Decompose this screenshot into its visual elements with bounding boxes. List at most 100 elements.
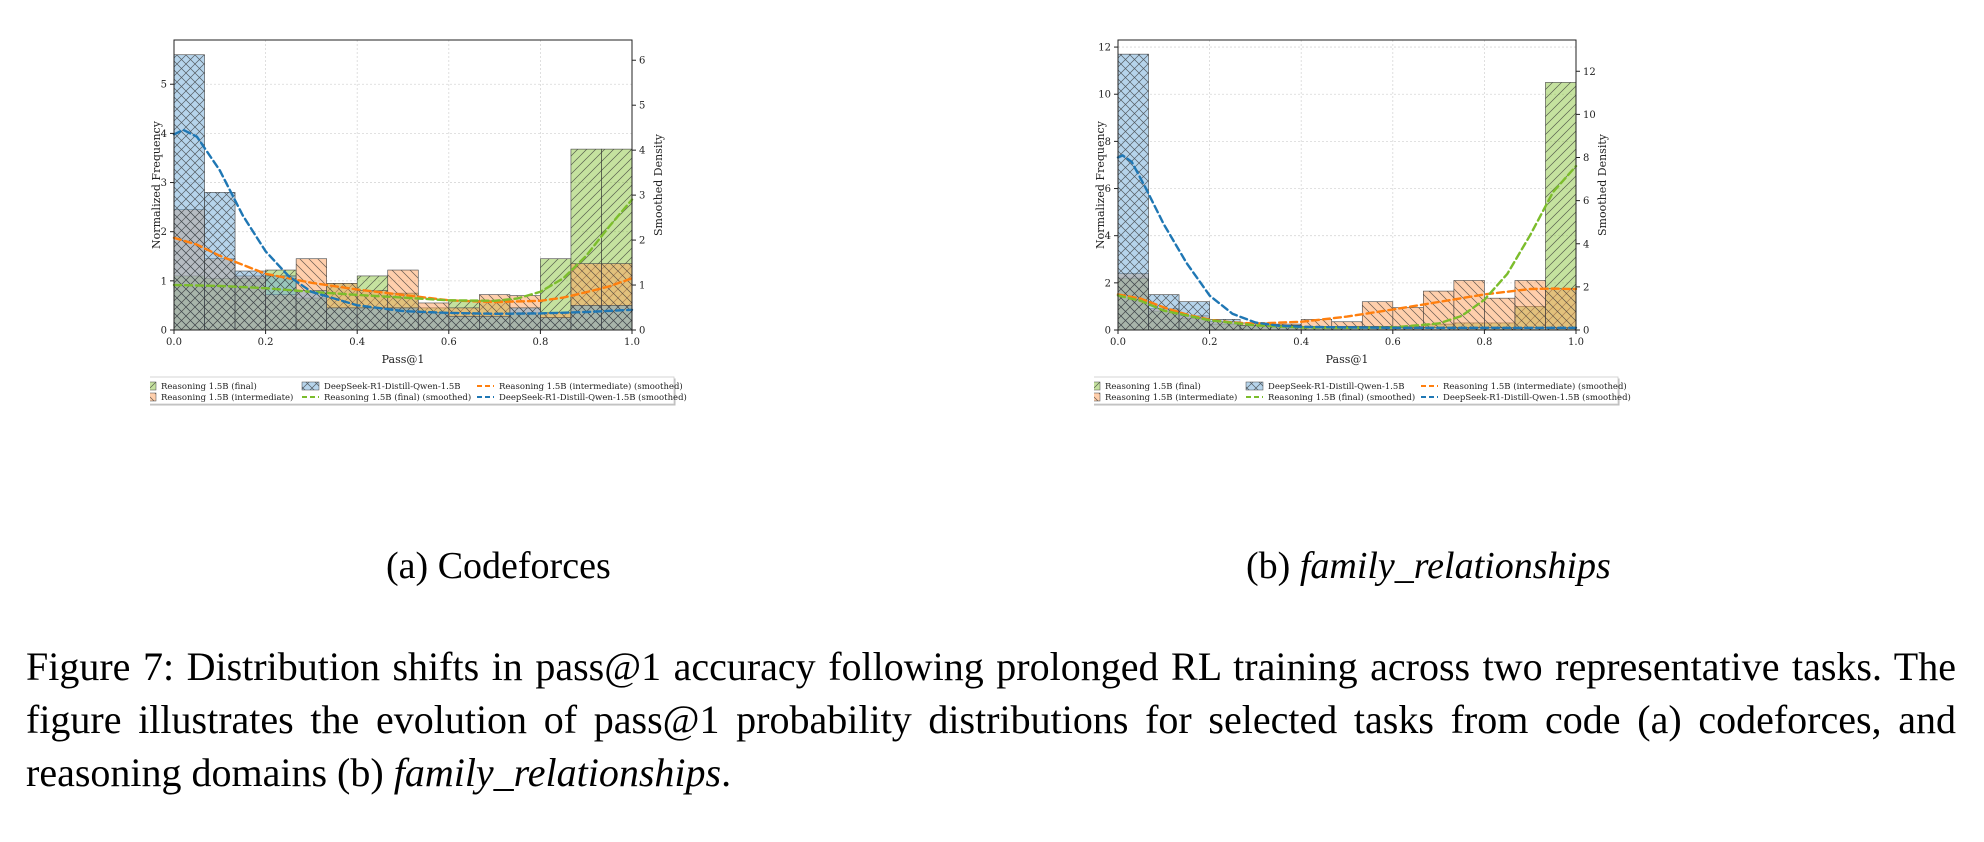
- hist-bar-hatch: [1453, 280, 1485, 330]
- hist-bar-hatch: [296, 290, 327, 330]
- x-tick-label: 1.0: [1568, 337, 1584, 348]
- histogram-cross: [1117, 53, 1577, 331]
- hist-bar-hatch: [570, 305, 602, 330]
- x-tick-label: 0.4: [1293, 337, 1309, 348]
- y2-tick-label: 0: [639, 326, 645, 337]
- subcaption-b: (b) family_relationships: [1246, 544, 1611, 588]
- histogram-cross: [173, 54, 633, 331]
- x-axis-label: Pass@1: [1326, 353, 1369, 366]
- smoothed-density-line: [1116, 154, 1578, 329]
- figure-caption-text: Figure 7: Distribution shifts in pass@1 …: [26, 644, 1956, 795]
- x-tick-label: 0.4: [349, 337, 365, 348]
- y-tick-label: 1: [161, 276, 167, 287]
- hist-bar-hatch: [479, 316, 510, 330]
- x-tick-label: 0.6: [441, 337, 457, 348]
- subcaption-a-name: Codeforces: [437, 545, 611, 587]
- hist-bar-hatch: [1453, 327, 1485, 330]
- chart-family-relationships: 0.0 0.2 0.4 0.6 0.8 1.0024681012024681012Pass…: [1094, 39, 1631, 406]
- y-tick-label: 6: [1105, 184, 1111, 195]
- y2-tick-label: 6: [1583, 196, 1589, 207]
- x-tick-label: 0.8: [532, 337, 548, 348]
- legend-label: Reasoning 1.5B (intermediate) (smoothed): [1443, 381, 1627, 392]
- hist-bar-hatch: [174, 54, 205, 331]
- hist-bar-hatch: [357, 307, 388, 330]
- y-tick-label: 5: [161, 80, 167, 91]
- y2-tick-label: 3: [639, 191, 645, 202]
- hist-bar-hatch: [418, 312, 449, 330]
- y2-tick-label: 12: [1583, 67, 1596, 78]
- legend-label: Reasoning 1.5B (intermediate) (smoothed): [499, 381, 683, 392]
- y2-tick-label: 2: [639, 236, 645, 247]
- legend-label: Reasoning 1.5B (final): [161, 381, 257, 392]
- y2-tick-label: 1: [639, 281, 645, 292]
- y2-tick-label: 4: [1583, 239, 1589, 250]
- y2-tick-label: 10: [1583, 110, 1596, 121]
- hist-bar-hatch: [1301, 319, 1332, 330]
- legend-swatch-hatch: [150, 393, 156, 401]
- legend: Reasoning 1.5B (final) Reasoning 1.5B (in…: [150, 376, 687, 405]
- legend-box: [1094, 376, 1619, 405]
- y-tick-label: 0: [161, 326, 167, 337]
- smoothed-density-line: [172, 236, 634, 304]
- smoothed-density-line: [172, 198, 634, 303]
- y2-tick-label: 0: [1583, 326, 1589, 337]
- legend-swatch-hatch: [1094, 393, 1100, 401]
- y2-tick-label: 5: [639, 101, 645, 112]
- y-axis-label: Normalized Frequency: [150, 120, 163, 249]
- legend-label: DeepSeek-R1-Distill-Qwen-1.5B: [324, 382, 460, 392]
- hist-bar-hatch: [448, 316, 480, 330]
- plot-frame: [173, 39, 633, 331]
- hist-bar-hatch: [235, 271, 266, 330]
- legend-label: Reasoning 1.5B (final): [1105, 381, 1201, 392]
- plot-frame: [1117, 39, 1577, 331]
- hist-bar-hatch: [1240, 325, 1271, 330]
- legend-label: DeepSeek-R1-Distill-Qwen-1.5B (smoothed): [1443, 392, 1631, 403]
- y-tick-label: 12: [1098, 43, 1111, 54]
- y-tick-label: 2: [161, 227, 167, 238]
- hist-bar-hatch: [326, 307, 358, 330]
- y-tick-label: 0: [1105, 326, 1111, 337]
- hist-bar-hatch: [387, 307, 419, 330]
- y-axis-label: Normalized Frequency: [1094, 120, 1107, 249]
- legend: Reasoning 1.5B (final)Reasoning 1.5B (in…: [1094, 376, 1631, 405]
- subcaption-b-name: family_relationships: [1299, 545, 1611, 587]
- y2-axis-label: Smoothed Density: [1596, 133, 1609, 236]
- hist-bar-hatch: [509, 307, 541, 330]
- legend-swatch-hatch: [1094, 382, 1100, 390]
- legend-label: DeepSeek-R1-Distill-Qwen-1.5B: [1268, 382, 1404, 392]
- y-tick-label: 2: [1105, 278, 1111, 289]
- hist-bar-hatch: [204, 192, 236, 330]
- subcaption-a: (a) Codeforces: [386, 544, 611, 588]
- x-tick-label: 0.8: [1476, 337, 1492, 348]
- hist-bar-hatch: [1545, 288, 1576, 330]
- y2-axis-label: Smoothed Density: [652, 133, 665, 236]
- hist-bar-hatch: [1362, 301, 1393, 330]
- smoothed-density-line: [172, 128, 634, 316]
- hist-bar-hatch: [1484, 298, 1515, 330]
- x-tick-label: 0.2: [1202, 337, 1218, 348]
- subcaption-a-prefix: (a): [386, 545, 438, 587]
- legend-label: Reasoning 1.5B (final) (smoothed): [324, 392, 471, 403]
- figure-caption-italic: family_relationships: [393, 750, 722, 795]
- legend-label: Reasoning 1.5B (intermediate): [1105, 392, 1237, 403]
- y-tick-label: 3: [161, 178, 167, 189]
- x-axis-label: Pass@1: [382, 353, 425, 366]
- plot-area: [1118, 40, 1576, 330]
- y2-tick-label: 8: [1583, 153, 1589, 164]
- subcaption-b-prefix: (b): [1246, 545, 1300, 587]
- y-tick-label: 4: [161, 129, 167, 140]
- hist-bar-hatch: [1209, 319, 1241, 330]
- hist-bar-hatch: [540, 317, 571, 330]
- x-tick-label: 0.0: [166, 337, 182, 348]
- chart-codeforces: 0.0 0.2 0.4 0.6 0.8 1.00123450123456Pass@1Nor…: [150, 39, 687, 406]
- legend-label: Reasoning 1.5B (final) (smoothed): [1268, 392, 1415, 403]
- x-tick-label: 0.2: [258, 337, 274, 348]
- smoothed-density-line: [1116, 287, 1578, 325]
- hist-bar-hatch: [1331, 321, 1363, 330]
- legend-swatch-hatch: [302, 382, 319, 390]
- y2-tick-label: 6: [639, 56, 645, 67]
- x-tick-label: 1.0: [624, 337, 640, 348]
- y2-tick-label: 2: [1583, 282, 1589, 293]
- x-tick-label: 0.6: [1385, 337, 1401, 348]
- figure-caption: Figure 7: Distribution shifts in pass@1 …: [26, 640, 1956, 799]
